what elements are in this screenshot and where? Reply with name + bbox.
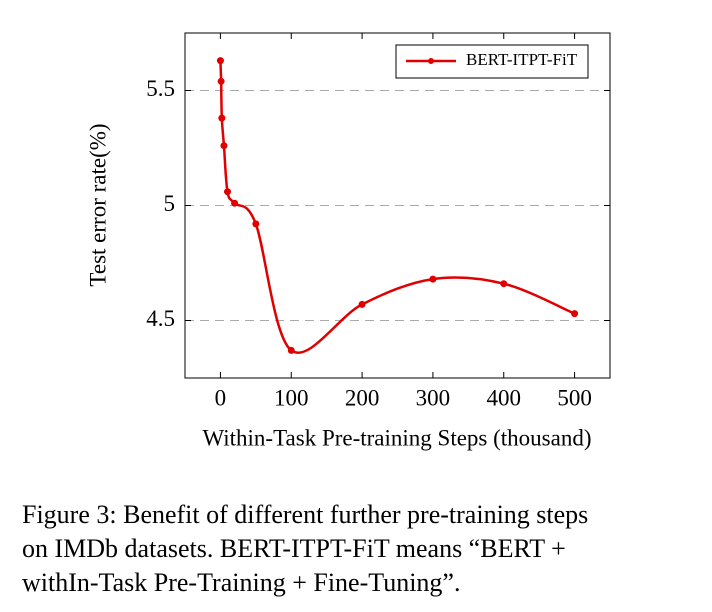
x-tick-label: 400 <box>487 385 522 410</box>
caption-line: Figure 3: Benefit of different further p… <box>22 500 588 529</box>
data-point <box>220 142 228 150</box>
data-point <box>571 310 579 318</box>
y-tick-label: 4.5 <box>146 306 175 331</box>
x-tick-label: 300 <box>416 385 451 410</box>
caption-line: on IMDb datasets. BERT-ITPT-FiT means “B… <box>22 534 566 563</box>
legend-label: BERT-ITPT-FiT <box>466 50 578 69</box>
y-tick-label: 5 <box>164 191 176 216</box>
data-point <box>287 346 295 354</box>
data-point <box>216 57 224 65</box>
x-axis-label: Within-Task Pre-training Steps (thousand… <box>202 425 591 450</box>
x-tick-label: 200 <box>345 385 380 410</box>
data-point <box>217 77 225 85</box>
y-axis-label: Test error rate(%) <box>85 123 110 286</box>
x-tick-label: 0 <box>215 385 227 410</box>
data-point <box>224 188 231 196</box>
plot-frame <box>184 32 611 379</box>
data-point <box>218 114 226 122</box>
data-point <box>500 280 508 288</box>
data-point <box>429 275 437 283</box>
data-point <box>252 220 260 228</box>
data-point <box>231 199 239 207</box>
series-line <box>219 60 576 354</box>
x-tick-label: 500 <box>557 385 592 410</box>
data-point <box>358 300 366 308</box>
caption-line: withIn-Task Pre-Training + Fine-Tuning”. <box>22 568 460 597</box>
x-tick-label: 100 <box>274 385 309 410</box>
legend-marker <box>428 58 434 64</box>
y-tick-label: 5.5 <box>146 76 175 101</box>
